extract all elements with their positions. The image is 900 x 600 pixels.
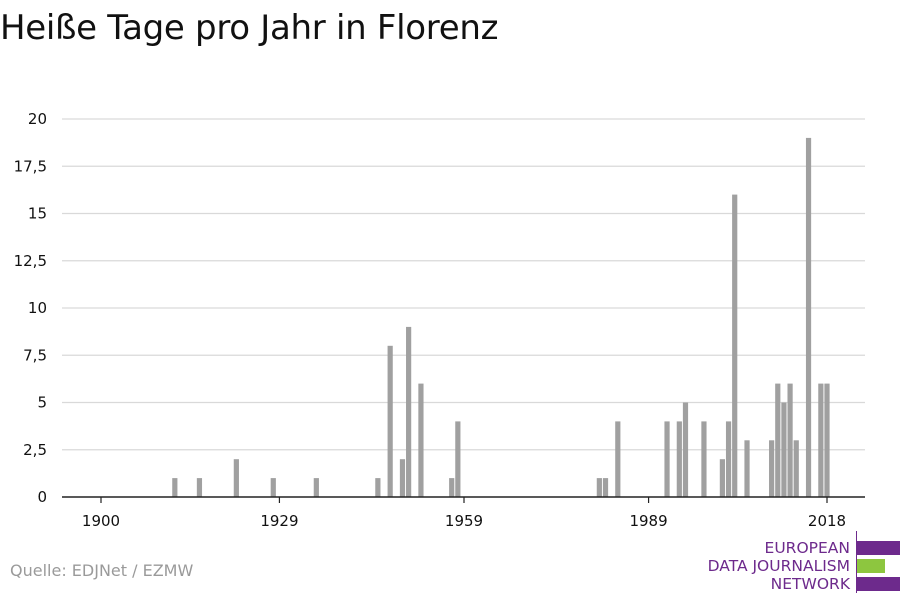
logo-divider [856,531,857,593]
bar [387,345,393,497]
y-tick-label: 5 [37,394,47,412]
bar [615,421,621,497]
logo-bar-middle [857,559,885,573]
y-tick-label: 0 [37,488,47,506]
y-tick-label: 7,5 [23,346,47,364]
bar [725,421,732,497]
logo-bar-top [857,541,900,555]
bar [313,478,319,497]
bar [196,478,203,497]
x-tick-label: 1900 [82,512,120,530]
bar [172,478,178,497]
source-note: Quelle: EDJNet / EZMW [10,561,194,580]
bar [769,440,775,497]
x-tick-label: 2018 [808,512,846,530]
bar [818,383,824,497]
x-tick-label: 1929 [260,512,298,530]
bar [596,478,602,497]
bar [455,421,461,497]
logo-line-2: DATA JOURNALISM [707,557,850,575]
bar [375,478,381,497]
y-tick-label: 15 [28,205,47,223]
logo-bar-bottom [857,577,900,591]
bar [418,383,424,497]
bar [682,402,689,497]
bar [732,194,738,497]
y-tick-label: 20 [28,110,47,128]
y-tick-label: 10 [28,299,47,317]
x-tick-label: 1959 [445,512,483,530]
bar [793,440,799,497]
bar [775,383,781,497]
logo-line-3: NETWORK [770,575,850,593]
y-tick-label: 2,5 [23,441,47,459]
bar [824,383,830,497]
bar [787,383,793,497]
bar [270,478,276,497]
bar [781,402,787,497]
logo-line-1: EUROPEAN [764,539,850,557]
bar [805,137,812,497]
bar [676,421,682,497]
bar [233,459,239,497]
bar [664,421,670,497]
bar [602,478,609,497]
y-tick-label: 12,5 [14,252,47,270]
bar [701,421,707,497]
chart-title: Heiße Tage pro Jahr in Florenz [0,8,499,48]
y-tick-label: 17,5 [14,157,47,175]
edjnet-logo: EUROPEAN DATA JOURNALISM NETWORK [700,531,900,595]
x-tick-label: 1989 [629,512,667,530]
bar [719,459,726,497]
bar [406,326,412,497]
bar [744,440,750,497]
bar [449,478,455,497]
bar [399,459,406,497]
